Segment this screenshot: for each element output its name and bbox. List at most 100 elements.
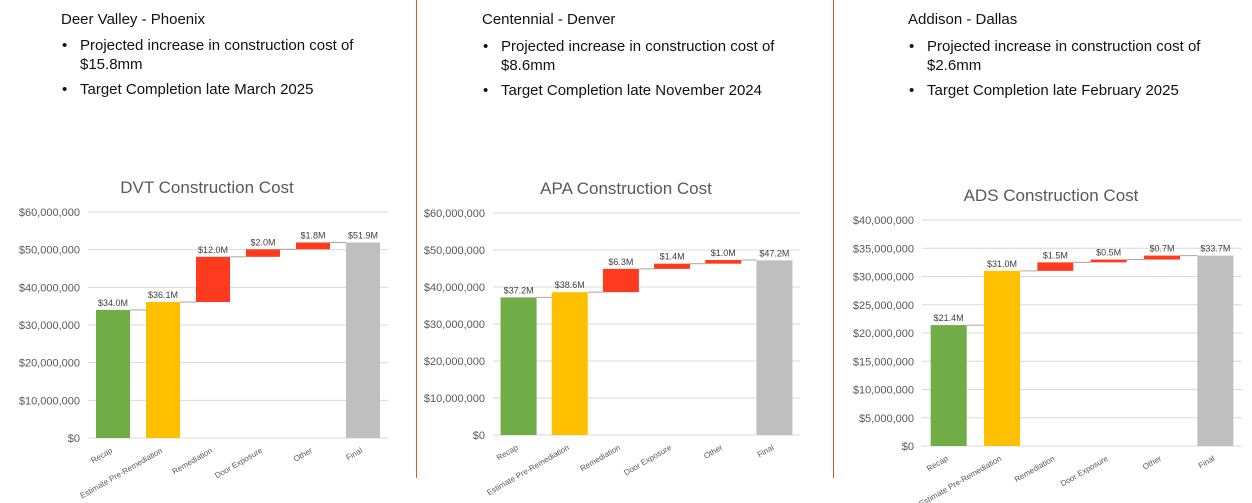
bullet-line: $2.6mm: [927, 57, 982, 74]
ads-waterfall-chart: ADS Construction Cost $0 $5,000,000 $10,000…: [853, 186, 1242, 503]
bar: [146, 302, 180, 438]
bar: [602, 268, 639, 293]
bullet-list: Projected increase in construction cost …: [481, 37, 811, 100]
bar: [246, 249, 280, 257]
bar: [705, 259, 742, 264]
x-tick-label: Recap: [89, 446, 114, 466]
bar: [654, 263, 691, 269]
y-tick-label: $0: [68, 433, 80, 445]
y-tick-label: $50,000,000: [19, 245, 80, 257]
bar: [756, 260, 793, 435]
bullet-target-completion: Target Completion late November 2024: [481, 81, 811, 100]
x-tick-label: Other: [1141, 454, 1163, 472]
y-tick-label: $30,000,000: [19, 320, 80, 332]
bullet-line: Projected increase in construction cost …: [80, 37, 354, 54]
panel-centennial: Centennial - Denver Projected increase i…: [417, 0, 833, 503]
bar: [1090, 259, 1127, 263]
x-tick-label: Remediation: [171, 446, 214, 476]
data-label: $0.7M: [1149, 244, 1174, 254]
data-label: $31.0M: [987, 259, 1017, 269]
bullet-cost-increase: Projected increase in construction cost …: [481, 37, 811, 75]
bullet-line: Projected increase in construction cost …: [927, 38, 1201, 55]
bullet-line: Projected increase in construction cost …: [501, 38, 775, 55]
x-tick-label: Recap: [925, 454, 950, 474]
y-tick-label: $40,000,000: [424, 282, 485, 294]
data-label: $0.5M: [1096, 248, 1121, 258]
y-tick-label: $10,000,000: [424, 393, 485, 405]
y-tick-label: $30,000,000: [424, 319, 485, 331]
x-tick-label: Remediation: [579, 443, 622, 473]
panel-deer-valley: Deer Valley - Phoenix Projected increase…: [0, 0, 416, 503]
y-tick-label: $20,000,000: [853, 328, 914, 340]
bar: [984, 270, 1020, 446]
x-tick-label: Other: [702, 443, 724, 461]
x-tick-label: Door Exposure: [1059, 454, 1110, 489]
bullet-target-completion: Target Completion late March 2025: [60, 80, 390, 99]
data-label: $38.6M: [555, 280, 585, 290]
panel-divider: [833, 0, 834, 478]
data-label: $47.2M: [759, 248, 789, 258]
bar: [1197, 255, 1234, 446]
data-label: $37.2M: [504, 285, 534, 295]
apa-waterfall-chart: APA Construction Cost $0 $10,000,000 $20,00…: [424, 179, 800, 497]
x-tick-label: Estimate Pre-Remediation: [918, 454, 1003, 503]
data-label: $33.7M: [1200, 244, 1230, 254]
site-title: Addison - Dallas: [908, 11, 1018, 28]
x-tick-label: Final: [756, 443, 776, 460]
x-tick-label: Other: [292, 446, 314, 464]
y-tick-label: $60,000,000: [19, 207, 80, 219]
y-tick-label: $10,000,000: [853, 385, 914, 397]
x-tick-label: Estimate Pre-Remediation: [79, 446, 164, 500]
bar: [1144, 255, 1180, 260]
data-label: $12.0M: [198, 245, 228, 255]
y-tick-label: $20,000,000: [424, 356, 485, 368]
data-label: $1.5M: [1043, 250, 1068, 260]
y-tick-label: $35,000,000: [853, 243, 914, 255]
data-label: $34.0M: [98, 298, 128, 308]
x-tick-label: Remediation: [1013, 454, 1056, 484]
data-label: $1.8M: [300, 231, 325, 241]
y-tick-label: $50,000,000: [424, 245, 485, 257]
data-label: $1.4M: [660, 252, 685, 262]
site-title: Deer Valley - Phoenix: [61, 11, 205, 28]
bar: [296, 242, 330, 250]
bar: [551, 292, 588, 435]
bullet-line: $8.6mm: [501, 57, 556, 74]
x-tick-label: Recap: [495, 443, 520, 463]
y-tick-label: $0: [902, 441, 914, 453]
bar: [500, 297, 537, 435]
y-tick-label: $40,000,000: [19, 282, 80, 294]
data-label: $1.0M: [711, 248, 736, 258]
data-label: $51.9M: [348, 231, 378, 241]
y-tick-label: $0: [473, 430, 485, 442]
y-tick-label: $30,000,000: [853, 272, 914, 284]
y-tick-label: $10,000,000: [19, 395, 80, 407]
y-tick-label: $15,000,000: [853, 356, 914, 368]
bullet-line: Target Completion late February 2025: [927, 82, 1179, 99]
panel-divider: [416, 0, 417, 478]
y-tick-label: $20,000,000: [19, 358, 80, 370]
bar: [196, 256, 230, 303]
x-tick-label: Final: [344, 446, 364, 463]
data-label: $6.3M: [608, 257, 633, 267]
bullet-line: Target Completion late March 2025: [80, 81, 314, 98]
bar: [930, 325, 967, 446]
x-tick-label: Final: [1197, 454, 1217, 471]
dvt-waterfall-chart: DVT Construction Cost $0 $10,000,000 $20,00…: [19, 178, 388, 500]
bar: [96, 309, 130, 438]
bullet-target-completion: Target Completion late February 2025: [907, 81, 1237, 100]
x-tick-label: Door Exposure: [622, 443, 673, 478]
bullet-list: Projected increase in construction cost …: [60, 36, 390, 99]
data-label: $36.1M: [148, 290, 178, 300]
y-tick-label: $60,000,000: [424, 208, 485, 220]
bullet-cost-increase: Projected increase in construction cost …: [907, 37, 1237, 75]
data-label: $21.4M: [934, 313, 964, 323]
bullet-list: Projected increase in construction cost …: [907, 37, 1237, 100]
data-label: $2.0M: [250, 237, 275, 247]
chart-title: APA Construction Cost: [540, 179, 712, 198]
y-tick-label: $40,000,000: [853, 215, 914, 227]
y-tick-label: $25,000,000: [853, 300, 914, 312]
x-tick-label: Door Exposure: [213, 446, 264, 481]
bullet-line: $15.8mm: [80, 56, 143, 73]
x-tick-label: Estimate Pre-Remediation: [485, 443, 570, 497]
